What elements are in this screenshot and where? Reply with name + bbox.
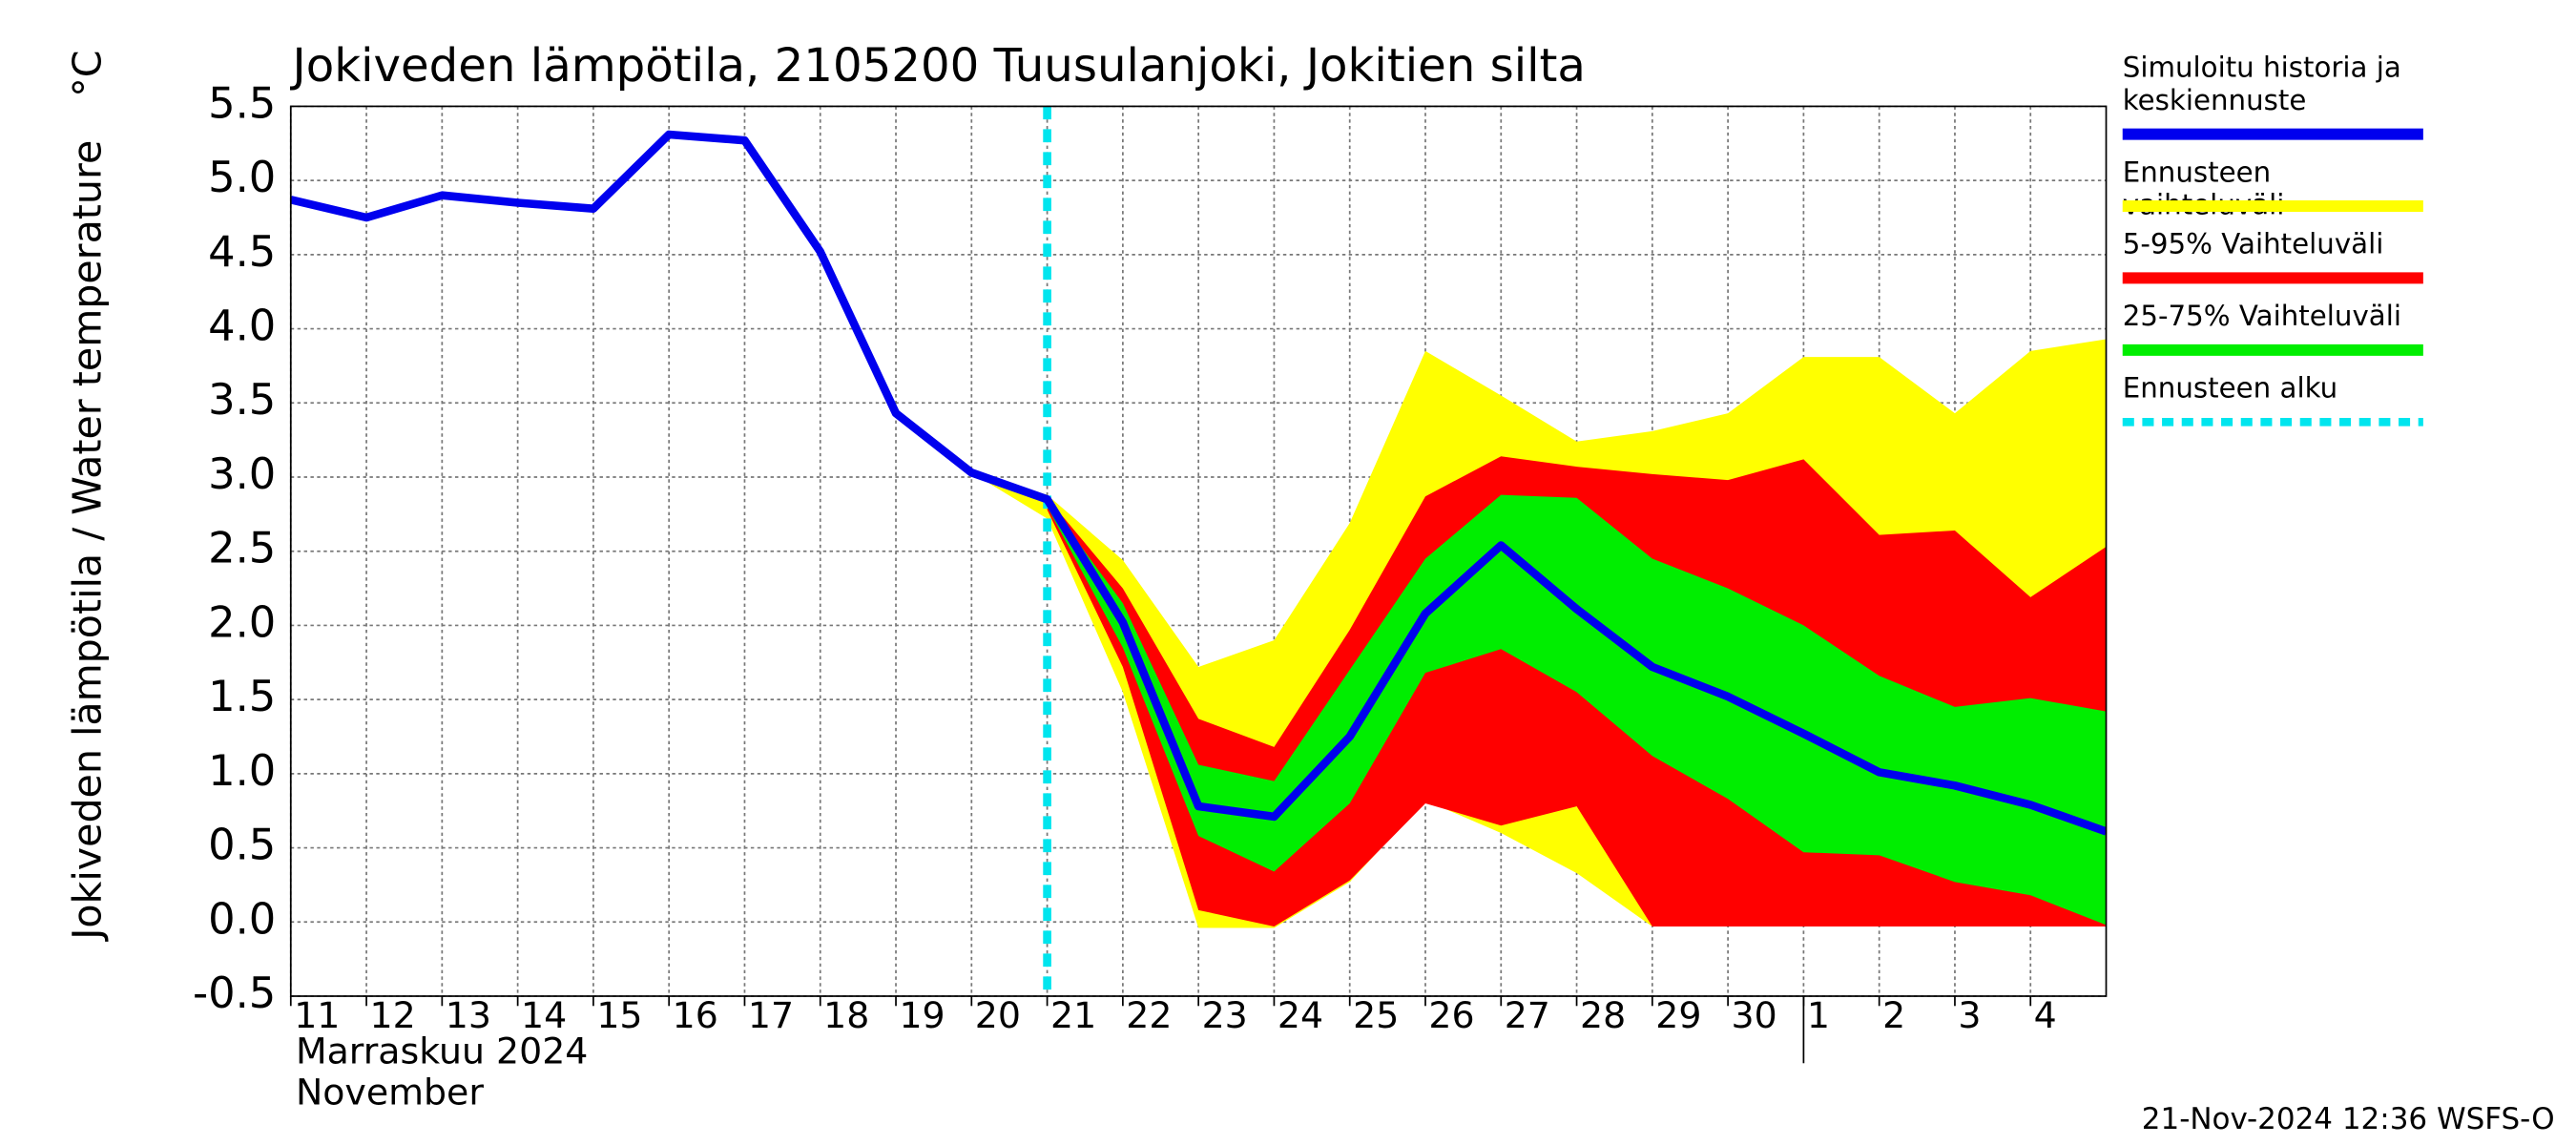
footer: 21-Nov-2024 12:36 WSFS-O — [2142, 1102, 2555, 1136]
x-tick-label: 23 — [1202, 994, 1248, 1036]
plot-frame — [289, 105, 2108, 997]
x-tick-label: 26 — [1428, 994, 1474, 1036]
x-tick-label: 25 — [1353, 994, 1399, 1036]
x-tick-label: 2 — [1882, 994, 1905, 1036]
y-axis-unit: °C — [65, 51, 111, 97]
y-tick-label: 0.5 — [208, 821, 276, 870]
y-tick-label: 5.5 — [208, 78, 276, 128]
x-tick-label: 14 — [521, 994, 567, 1036]
x-tick-label: 12 — [370, 994, 416, 1036]
y-tick-label: 1.5 — [208, 672, 276, 721]
month-label: November — [296, 1071, 484, 1113]
legend-label: 25-75% Vaihteluväli — [2122, 301, 2402, 334]
x-tick-label: 28 — [1580, 994, 1626, 1036]
y-tick-label: 0.0 — [208, 894, 276, 944]
y-tick-label: -0.5 — [193, 968, 276, 1018]
y-tick-label: 1.0 — [208, 746, 276, 796]
x-tick-label: 24 — [1278, 994, 1323, 1036]
x-tick-label: 11 — [294, 994, 340, 1036]
x-tick-label: 20 — [975, 994, 1021, 1036]
legend-label-box: Ennusteen alku — [2122, 372, 2338, 406]
x-tick-label: 21 — [1050, 994, 1096, 1036]
y-tick-label: 5.0 — [208, 153, 276, 202]
y-tick-label: 4.5 — [208, 227, 276, 277]
x-tick-label: 22 — [1126, 994, 1172, 1036]
x-tick-label: 16 — [673, 994, 718, 1036]
y-tick-label: 3.5 — [208, 375, 276, 425]
y-axis-label: Jokiveden lämpötila / Water temperature — [65, 140, 111, 943]
x-tick-label: 30 — [1732, 994, 1777, 1036]
x-tick-label: 19 — [899, 994, 945, 1036]
legend-label: Simuloitu historia ja keskiennuste — [2122, 52, 2401, 118]
legend: Simuloitu historia ja keskiennuste Ennust… — [2122, 52, 2423, 427]
y-tick-label: 3.0 — [208, 449, 276, 499]
legend-label: 5-95% Vaihteluväli — [2122, 229, 2384, 262]
bands — [971, 339, 2107, 928]
y-tick-label: 4.0 — [208, 302, 276, 351]
x-tick-label: 3 — [1958, 994, 1981, 1036]
x-tick-label: 15 — [596, 994, 642, 1036]
y-tick-label: 2.0 — [208, 597, 276, 647]
legend-label: Ennusteen alku — [2122, 372, 2338, 406]
month-label: Marraskuu 2024 — [296, 1030, 588, 1072]
legend-label-box: 5-95% Vaihteluväli — [2122, 229, 2384, 262]
legend-label-box: 25-75% Vaihteluväli — [2122, 301, 2402, 334]
x-tick-label: 18 — [823, 994, 869, 1036]
x-tick-label: 27 — [1505, 994, 1550, 1036]
legend-label-box: Simuloitu historia ja keskiennuste — [2122, 52, 2401, 118]
lines — [290, 106, 2107, 996]
x-tick-label: 29 — [1655, 994, 1701, 1036]
chart-title: Jokiveden lämpötila, 2105200 Tuusulanjok… — [289, 39, 1585, 93]
x-tick-label: 17 — [748, 994, 794, 1036]
x-tick-label: 4 — [2034, 994, 2057, 1036]
y-tick-label: 2.5 — [208, 524, 276, 573]
series-line — [290, 130, 2107, 836]
x-tick-label: 1 — [1807, 994, 1830, 1036]
legend-label: Ennusteen vaihteluväli — [2122, 156, 2285, 223]
range-band — [1047, 494, 2107, 926]
legend-label-box: Ennusteen vaihteluväli — [2122, 156, 2285, 223]
x-tick-label: 13 — [446, 994, 491, 1036]
